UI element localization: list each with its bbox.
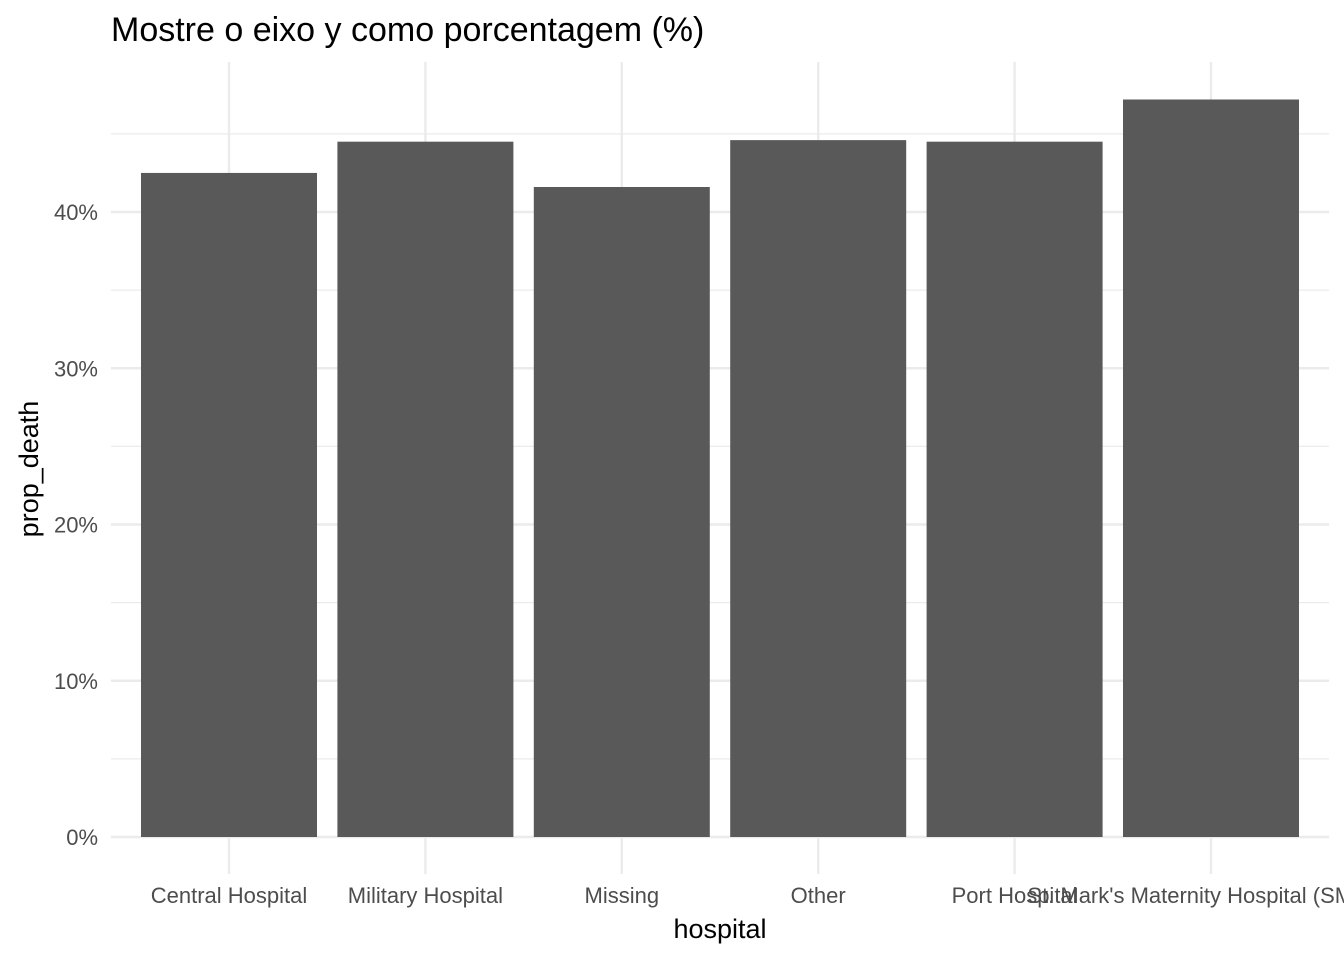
x-tick-label: Military Hospital [348, 883, 503, 908]
y-tick-label: 40% [54, 200, 98, 225]
bar [1123, 99, 1299, 837]
bar [926, 141, 1103, 837]
y-tick-label: 20% [54, 513, 98, 538]
bar [141, 172, 317, 837]
x-axis-ticks: Central Hospital Military Hospital Missing… [151, 883, 1344, 908]
x-tick-label: Port Hospital [952, 883, 1078, 908]
y-tick-label: 10% [54, 669, 98, 694]
x-tick-label: Missing [585, 883, 660, 908]
y-tick-label: 0% [66, 825, 98, 850]
bar [533, 187, 710, 837]
x-axis-title: hospital [673, 914, 766, 944]
x-tick-label: St. Mark's Maternity Hospital (SMMH) [1027, 883, 1344, 908]
y-tick-label: 30% [54, 356, 98, 381]
y-axis-title: prop_death [14, 401, 44, 538]
bars [141, 99, 1299, 837]
x-tick-label: Other [791, 883, 846, 908]
bar [730, 140, 907, 837]
x-tick-label: Central Hospital [151, 883, 308, 908]
y-axis-ticks: 0% 10% 20% 30% 40% [54, 200, 98, 850]
chart-title: Mostre o eixo y como porcentagem (%) [111, 11, 704, 49]
bar [337, 141, 514, 837]
